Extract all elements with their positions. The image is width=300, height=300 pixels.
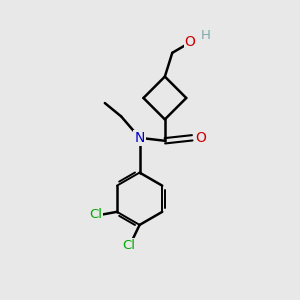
Text: H: H	[201, 29, 211, 42]
Text: Cl: Cl	[89, 208, 102, 221]
Text: Cl: Cl	[123, 238, 136, 252]
Text: O: O	[195, 131, 206, 145]
Text: N: N	[134, 131, 145, 145]
Text: O: O	[185, 35, 196, 50]
